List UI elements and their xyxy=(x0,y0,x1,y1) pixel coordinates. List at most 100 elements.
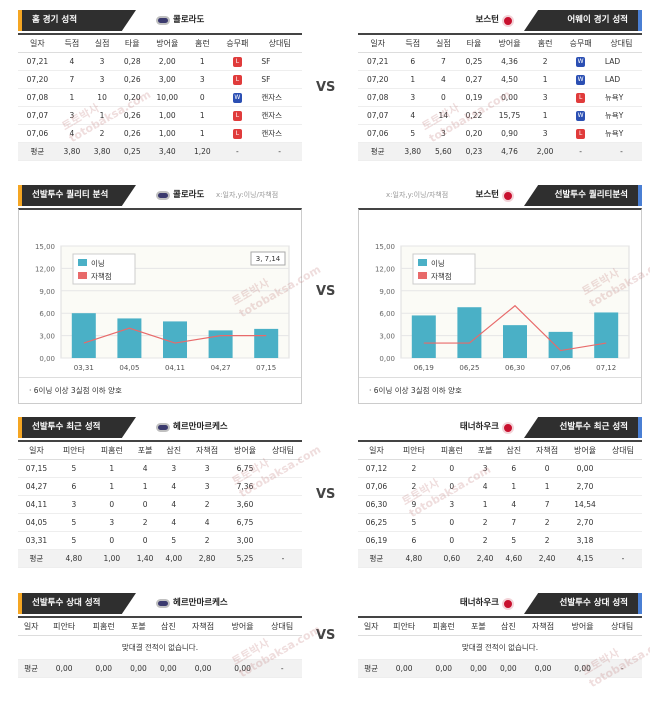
column-header: 방어율 xyxy=(222,617,263,636)
y-tick-label: 9,00 xyxy=(39,288,55,296)
table-cell: 캔자스 xyxy=(257,88,302,107)
table-cell: 2,00 xyxy=(147,52,188,71)
column-header: 삼진 xyxy=(493,617,524,636)
y-tick-label: 9,00 xyxy=(379,288,395,296)
table-cell: 3 xyxy=(86,52,118,71)
table-cell: 6 xyxy=(499,459,529,478)
table-cell xyxy=(603,513,642,532)
table-cell: 5 xyxy=(54,513,93,532)
table-cell: 3 xyxy=(54,495,93,514)
table-cell: 3,60 xyxy=(226,495,264,514)
column-header: 상대팀 xyxy=(603,441,642,460)
column-header: 일자 xyxy=(18,441,55,460)
table-cell: 0,26 xyxy=(117,70,148,89)
bar-innings xyxy=(411,315,436,358)
win-badge: W xyxy=(576,110,586,121)
panel-header: 선발투수 최근 성적 헤르만마르케스 xyxy=(18,417,302,438)
column-header: 피홈런 xyxy=(83,617,124,636)
table-row: 07,20 7 3 0,26 3,00 3 L SF xyxy=(18,70,302,89)
bar-innings xyxy=(254,328,279,358)
avg-cell: - xyxy=(262,659,302,678)
result-cell: L xyxy=(217,124,258,143)
home-record-panel: 홈 경기 성적 콜로라도 일자 득점 실점 타율 방어율 홈런 승무패 상대팀 07,21 4 3 0… xyxy=(18,10,302,161)
table-row: 07,12 2 0 3 6 0 0,00 xyxy=(358,459,642,478)
rockies-logo-icon xyxy=(156,423,170,432)
avg-cell: - xyxy=(603,549,642,568)
empty-row: 맞대결 전적이 없습니다. xyxy=(18,635,302,660)
panel-header: x:일자,y:이닝/자책점 보스턴 선발투수 퀄리티분석 xyxy=(358,185,642,206)
pitcher-vs-panel: 선발투수 상대 성적 헤르만마르케스 일자 피안타 피홈런 포볼 삼진 자책점 방어율 상대팀… xyxy=(18,593,302,678)
result-cell: W xyxy=(560,106,601,125)
avg-cell: 5,60 xyxy=(428,142,459,161)
avg-cell: 3,80 xyxy=(397,142,429,161)
table-cell: 04,27 xyxy=(18,477,55,496)
table-cell: 2,70 xyxy=(566,513,604,532)
result-cell: L xyxy=(560,88,601,107)
table-cell: 캔자스 xyxy=(257,106,302,125)
table-cell: 4 xyxy=(130,459,160,478)
empty-message: 맞대결 전적이 없습니다. xyxy=(358,635,642,660)
column-header: 승무패 xyxy=(217,34,258,53)
table-cell: 1 xyxy=(92,459,131,478)
x-tick-label: 03,31 xyxy=(74,364,94,372)
loss-badge: L xyxy=(232,74,242,85)
table-cell: 07,06 xyxy=(18,124,57,143)
vs-label: VS xyxy=(316,284,336,299)
table-cell: 2,70 xyxy=(566,477,604,496)
loss-badge: L xyxy=(576,92,586,103)
table-cell: 0,26 xyxy=(117,124,148,143)
tooltip-text: 3, 7,14 xyxy=(256,255,281,263)
column-header: 포볼 xyxy=(130,441,160,460)
result-cell: W xyxy=(217,88,258,107)
column-header: 자책점 xyxy=(188,441,227,460)
table-cell: 뉴욕Y xyxy=(600,88,642,107)
table-cell: 3 xyxy=(529,88,561,107)
chart-footer: · 6이닝 이상 3실점 이하 양호 xyxy=(359,377,641,403)
x-tick-label: 04,11 xyxy=(165,364,185,372)
table-cell: 07,07 xyxy=(358,106,398,125)
win-badge: W xyxy=(232,92,242,103)
table-cell: 14,54 xyxy=(566,495,604,514)
table-cell: 3 xyxy=(92,513,131,532)
redsox-logo-icon xyxy=(502,421,514,434)
legend-swatch-bar xyxy=(418,259,427,266)
panel-header: 선발투수 상대 성적 헤르만마르케스 xyxy=(18,593,302,614)
header-row: 일자 피안타 피홈런 포볼 삼진 자책점 방어율 상대팀 xyxy=(18,617,302,636)
away-record-panel: 보스턴 어웨이 경기 성적 일자 득점 실점 타율 방어율 홈런 승무패 상대팀 07,21 6 7… xyxy=(358,10,642,161)
panel-header: 선발투수 퀄리티 분석 콜로라도 x:일자,y:이닝/자책점 xyxy=(18,185,302,206)
avg-cell: 평균 xyxy=(18,549,55,568)
panel-title: 홈 경기 성적 xyxy=(18,10,136,31)
table-cell: 0,00 xyxy=(489,88,530,107)
table-cell: 07,15 xyxy=(18,459,55,478)
y-tick-label: 0,00 xyxy=(39,355,55,363)
loss-badge: L xyxy=(232,128,242,139)
legend-swatch-line xyxy=(78,272,87,279)
vs-label: VS xyxy=(316,628,336,643)
table-cell: 6 xyxy=(54,477,93,496)
table-cell: 0 xyxy=(432,477,471,496)
result-cell: L xyxy=(217,52,258,71)
table-cell: 3 xyxy=(187,70,218,89)
team-name: 콜로라도 xyxy=(156,185,204,206)
table-cell: 04,05 xyxy=(18,513,55,532)
y-tick-label: 12,00 xyxy=(375,265,395,273)
pitcher-vs-panel: 태너하우크 선발투수 상대 성적 일자 피안타 피홈런 포볼 삼진 자책점 방어율 상대팀 맞대… xyxy=(358,593,642,678)
table-cell: 7,36 xyxy=(226,477,264,496)
bar-innings xyxy=(594,312,619,358)
table-cell: 0,26 xyxy=(117,106,148,125)
table-row: 03,31 5 0 0 5 2 3,00 xyxy=(18,531,302,550)
table-cell: 06,19 xyxy=(358,531,395,550)
column-header: 상대팀 xyxy=(600,34,642,53)
y-tick-label: 15,00 xyxy=(35,243,55,251)
avg-cell: 평균 xyxy=(18,142,57,161)
table-cell: 5 xyxy=(54,459,93,478)
table-cell: 10,00 xyxy=(147,88,188,107)
table-cell: 2 xyxy=(394,477,433,496)
pitcher-name: 헤르만마르케스 xyxy=(156,593,228,614)
panel-header: 홈 경기 성적 콜로라도 xyxy=(18,10,302,31)
x-tick-label: 06,25 xyxy=(459,364,479,372)
column-header: 방어율 xyxy=(489,34,530,53)
table-cell: 7 xyxy=(528,495,567,514)
column-header: 포볼 xyxy=(470,441,500,460)
avg-cell: - xyxy=(257,142,302,161)
